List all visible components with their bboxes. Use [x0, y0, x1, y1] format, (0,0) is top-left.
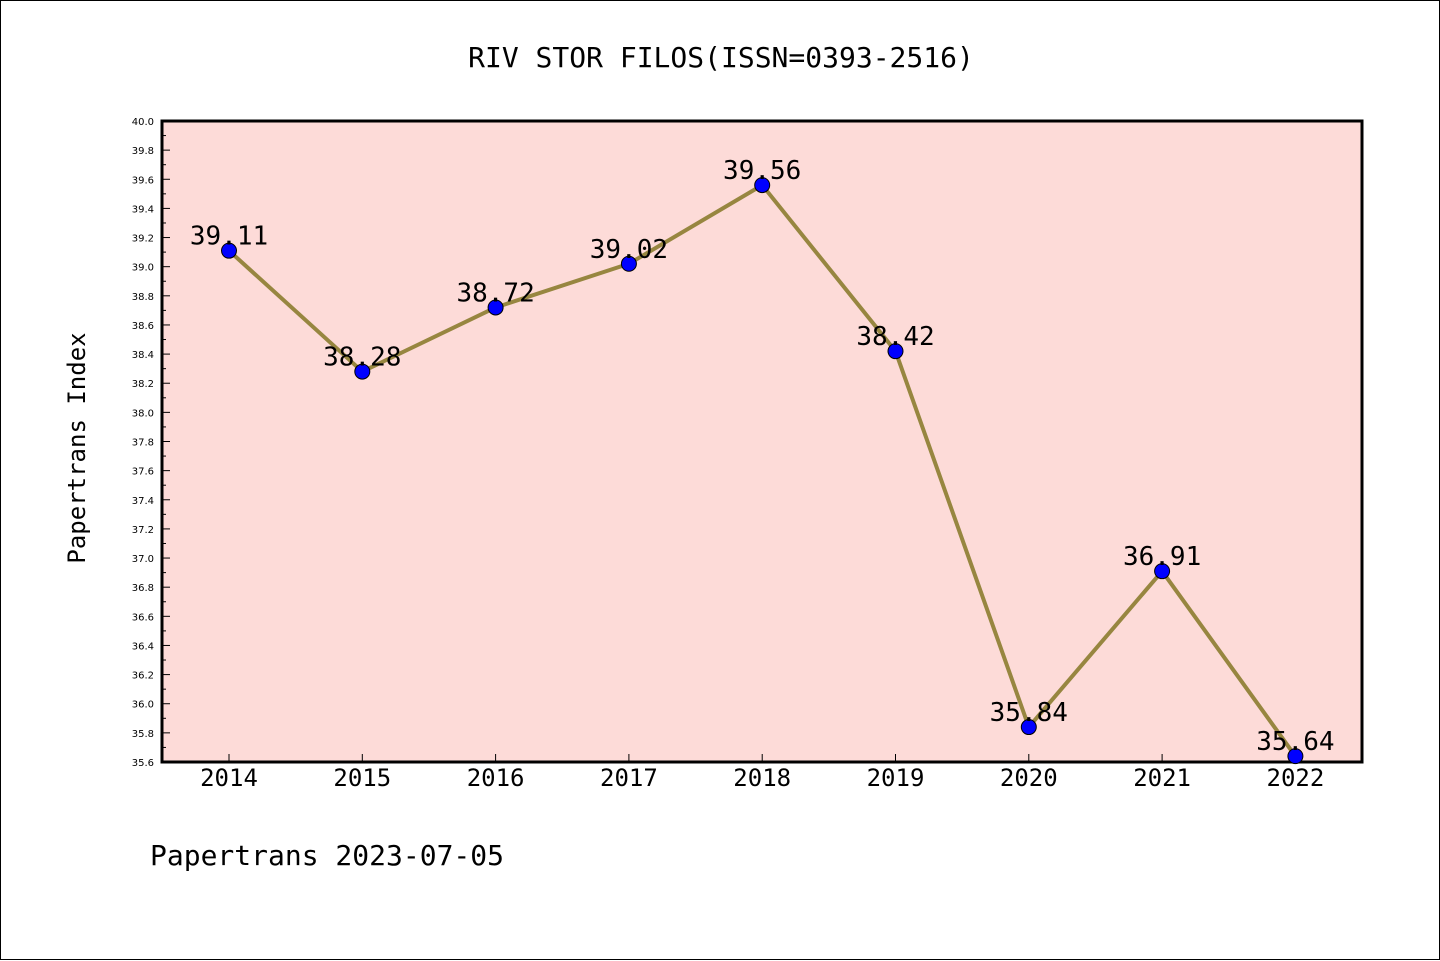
data-point-marker: [1154, 563, 1171, 580]
data-point-marker: [1020, 719, 1037, 736]
y-tick-label: 36.2: [132, 671, 154, 682]
y-tick-label: 37.8: [132, 438, 154, 449]
plot-area: [160, 119, 1364, 764]
y-tick-label: 36.0: [132, 700, 154, 711]
data-point-marker: [620, 255, 637, 272]
y-tick-label: 39.6: [132, 175, 154, 186]
y-tick-label: 39.4: [132, 204, 154, 215]
data-label: 39.56: [723, 156, 801, 186]
data-label: 38.42: [856, 322, 934, 352]
chart-title: RIV STOR FILOS(ISSN=0393-2516): [468, 41, 974, 74]
y-tick-label: 35.8: [132, 729, 154, 740]
data-point-marker: [221, 242, 237, 259]
data-label: 38.72: [456, 278, 534, 308]
y-tick-label: 39.2: [132, 234, 154, 245]
y-axis: 35.6 35.8 36.0 36.2 36.4 36.6 36.8 37.0 37.2 37.4…: [132, 117, 170, 769]
y-tick-label: 40.0: [132, 117, 154, 128]
y-tick-label: 37.6: [132, 467, 154, 478]
y-tick-label: 38.4: [132, 350, 154, 361]
y-tick-label: 38.2: [132, 379, 154, 390]
data-labels-group: 39.11 38.28 38.72 39.02 39.56 38.42 35.84 36.91…: [190, 156, 1335, 757]
data-point-marker: [487, 299, 504, 316]
x-tick-label: 2018: [733, 764, 791, 792]
x-tick-label: 2021: [1133, 764, 1191, 792]
y-tick-label: 39.0: [132, 263, 154, 274]
y-tick-label: 36.8: [132, 583, 154, 594]
data-point-marker: [754, 177, 771, 194]
y-tick-label: 37.0: [132, 554, 154, 565]
y-tick-label: 37.4: [132, 496, 154, 507]
y-tick-label: 36.4: [132, 641, 154, 652]
x-tick-label: 2017: [600, 764, 658, 792]
y-tick-label: 38.0: [132, 408, 154, 419]
data-label: 35.84: [990, 698, 1068, 728]
data-label: 36.91: [1123, 542, 1201, 572]
y-tick-label: 38.6: [132, 321, 154, 332]
data-point-marker: [887, 343, 904, 360]
x-tick-label: 2022: [1267, 764, 1325, 792]
y-axis-label: Papertrans Index: [63, 332, 91, 563]
y-tick-label: 35.6: [132, 758, 154, 769]
series-line-group: [221, 177, 1304, 765]
y-tick-label: 37.2: [132, 525, 154, 536]
x-axis: 2014 2015 2016 2017 2018 2019 2020 2021 2022: [200, 754, 1324, 792]
data-label: 35.64: [1256, 727, 1334, 757]
x-tick-label: 2016: [467, 764, 525, 792]
data-point-marker: [354, 363, 371, 380]
y-tick-label: 39.8: [132, 146, 154, 157]
y-tick-label: 36.6: [132, 612, 154, 623]
footer-text: Papertrans 2023-07-05: [150, 839, 504, 872]
x-tick-label: 2020: [1000, 764, 1058, 792]
data-label: 38.28: [323, 343, 401, 373]
x-tick-label: 2019: [867, 764, 925, 792]
x-tick-label: 2015: [333, 764, 391, 792]
data-label: 39.02: [590, 235, 668, 265]
y-tick-label: 38.8: [132, 292, 154, 303]
x-tick-label: 2014: [200, 764, 258, 792]
data-point-marker: [1287, 748, 1304, 765]
data-label: 39.11: [190, 222, 268, 252]
